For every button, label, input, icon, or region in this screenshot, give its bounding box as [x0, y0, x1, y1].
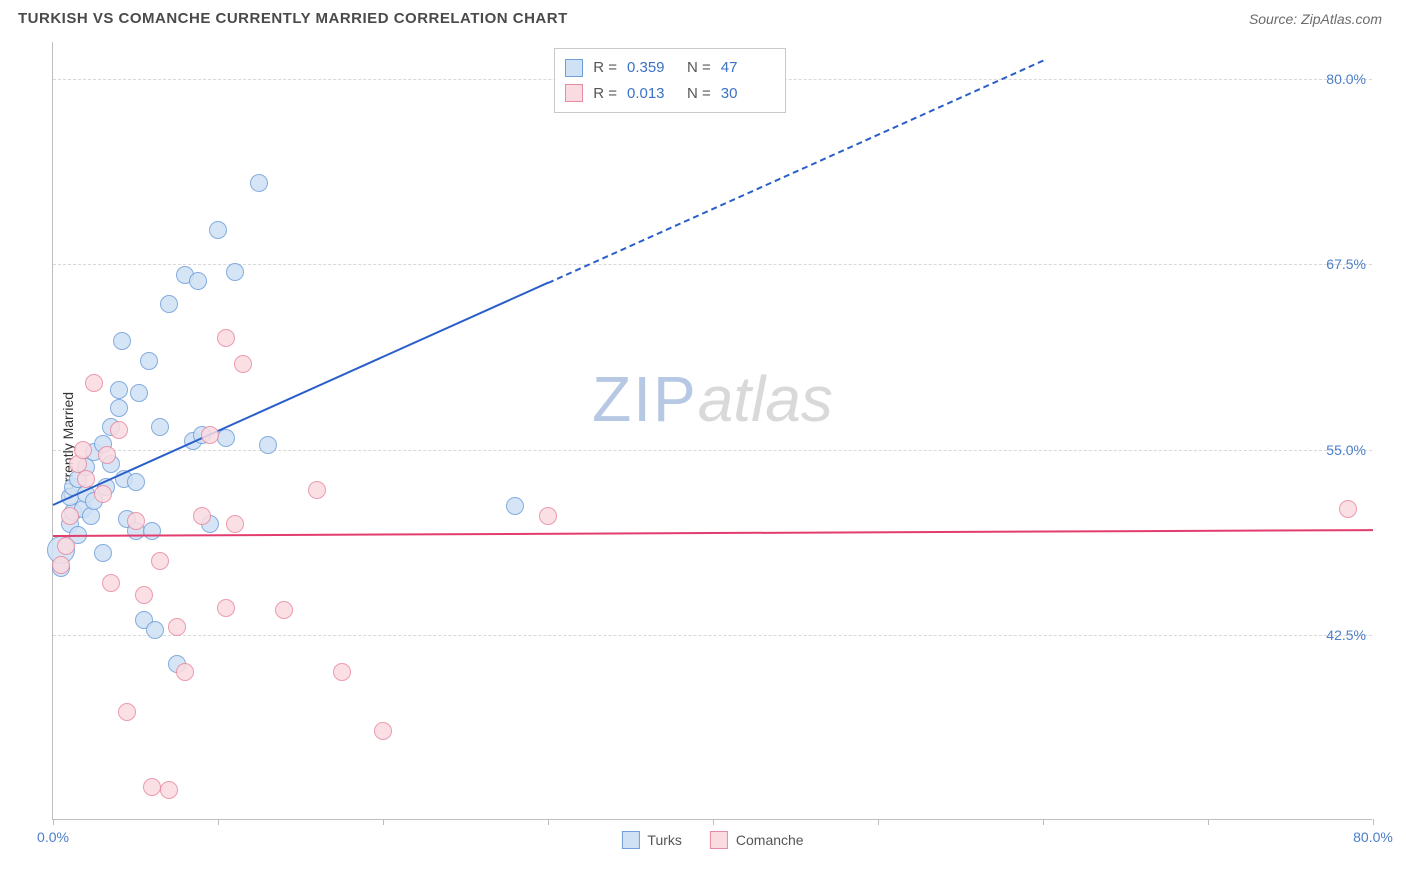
data-point — [308, 481, 326, 499]
stat-r-label: R = — [593, 81, 617, 107]
x-tick — [53, 819, 54, 825]
x-tick — [1208, 819, 1209, 825]
data-point — [1339, 500, 1357, 518]
stat-n-value: 30 — [721, 81, 771, 107]
data-point — [374, 722, 392, 740]
data-point — [160, 781, 178, 799]
data-point — [127, 473, 145, 491]
data-point — [143, 522, 161, 540]
x-tick-label: 0.0% — [37, 829, 69, 845]
data-point — [201, 426, 219, 444]
x-tick — [713, 819, 714, 825]
data-point — [176, 663, 194, 681]
data-point — [151, 552, 169, 570]
data-point — [94, 544, 112, 562]
data-point — [127, 512, 145, 530]
data-point — [217, 599, 235, 617]
chart-container: Currently Married ZIPatlas 42.5%55.0%67.… — [18, 42, 1388, 850]
plot-area: ZIPatlas 42.5%55.0%67.5%80.0%0.0%80.0%R … — [52, 42, 1372, 820]
y-tick-label: 67.5% — [1326, 256, 1366, 272]
data-point — [61, 507, 79, 525]
data-point — [217, 429, 235, 447]
x-tick — [383, 819, 384, 825]
legend-item: Comanche — [710, 831, 804, 849]
footer-legend: Turks Comanche — [621, 831, 803, 849]
stat-r-value: 0.013 — [627, 81, 677, 107]
x-tick — [1373, 819, 1374, 825]
data-point — [168, 618, 186, 636]
chart-title: TURKISH VS COMANCHE CURRENTLY MARRIED CO… — [18, 10, 568, 27]
data-point — [151, 418, 169, 436]
x-tick — [548, 819, 549, 825]
data-point — [193, 507, 211, 525]
stat-n-value: 47 — [721, 55, 771, 81]
data-point — [110, 421, 128, 439]
y-tick-label: 55.0% — [1326, 442, 1366, 458]
data-point — [85, 374, 103, 392]
data-point — [130, 384, 148, 402]
legend-label: Turks — [647, 832, 681, 848]
data-point — [135, 586, 153, 604]
stat-n-label: N = — [687, 55, 711, 81]
header: TURKISH VS COMANCHE CURRENTLY MARRIED CO… — [0, 0, 1406, 33]
data-point — [98, 446, 116, 464]
data-point — [539, 507, 557, 525]
legend-swatch — [565, 84, 583, 102]
data-point — [94, 485, 112, 503]
stats-row: R = 0.013 N = 30 — [565, 81, 771, 107]
data-point — [140, 352, 158, 370]
stat-r-label: R = — [593, 55, 617, 81]
legend-swatch — [565, 59, 583, 77]
data-point — [110, 381, 128, 399]
data-point — [102, 574, 120, 592]
legend-swatch — [621, 831, 639, 849]
watermark: ZIPatlas — [592, 362, 833, 436]
legend-label: Comanche — [736, 832, 804, 848]
data-point — [74, 441, 92, 459]
data-point — [226, 263, 244, 281]
gridline — [53, 264, 1372, 265]
x-tick — [1043, 819, 1044, 825]
data-point — [506, 497, 524, 515]
data-point — [118, 703, 136, 721]
source-label: Source: ZipAtlas.com — [1249, 11, 1382, 27]
x-tick — [218, 819, 219, 825]
data-point — [189, 272, 207, 290]
data-point — [250, 174, 268, 192]
data-point — [333, 663, 351, 681]
data-point — [209, 221, 227, 239]
data-point — [77, 470, 95, 488]
data-point — [160, 295, 178, 313]
data-point — [217, 329, 235, 347]
trend-line — [53, 530, 1373, 538]
data-point — [52, 556, 70, 574]
x-tick — [878, 819, 879, 825]
data-point — [234, 355, 252, 373]
legend-item: Turks — [621, 831, 681, 849]
stat-r-value: 0.359 — [627, 55, 677, 81]
data-point — [259, 436, 277, 454]
stat-n-label: N = — [687, 81, 711, 107]
stats-row: R = 0.359 N = 47 — [565, 55, 771, 81]
data-point — [226, 515, 244, 533]
data-point — [57, 537, 75, 555]
y-tick-label: 80.0% — [1326, 71, 1366, 87]
gridline — [53, 635, 1372, 636]
stats-legend: R = 0.359 N = 47 R = 0.013 N = 30 — [554, 48, 786, 113]
data-point — [113, 332, 131, 350]
data-point — [110, 399, 128, 417]
data-point — [275, 601, 293, 619]
data-point — [146, 621, 164, 639]
gridline — [53, 450, 1372, 451]
x-tick-label: 80.0% — [1353, 829, 1393, 845]
y-tick-label: 42.5% — [1326, 627, 1366, 643]
legend-swatch — [710, 831, 728, 849]
data-point — [143, 778, 161, 796]
